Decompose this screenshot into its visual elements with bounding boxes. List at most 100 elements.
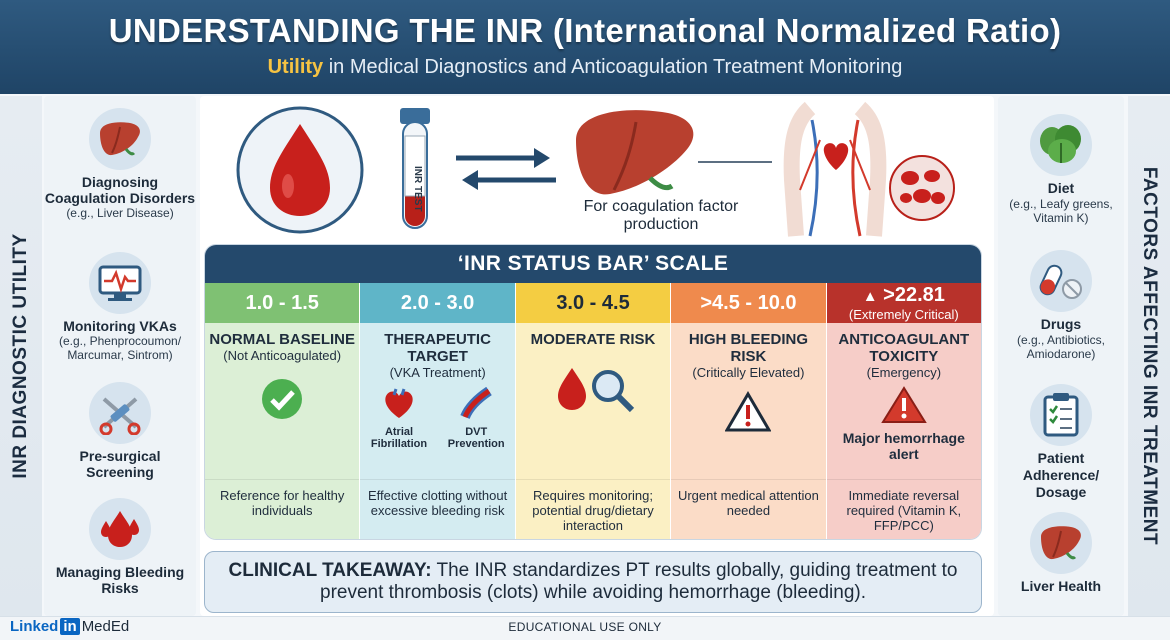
range-label: 2.0 - 3.0 (360, 283, 515, 323)
alert-text: Major hemorrhage alert (842, 430, 965, 462)
status-footnote: Effective clotting without excessive ble… (360, 479, 515, 539)
check-icon (262, 379, 303, 419)
scale-column-high: >4.5 - 10.0 HIGH BLEEDING RISK (Critical… (671, 283, 827, 539)
left-side-band (0, 96, 42, 616)
range-value: >4.5 - 10.0 (700, 291, 797, 314)
subtitle-accent: Utility (267, 56, 324, 78)
utility-item-sub: (e.g., Liver Disease) (66, 206, 174, 220)
diagnostic-utility-label: INR DIAGNOSTIC UTILITY (10, 233, 31, 479)
utility-item-label: Pre-surgical Screening (79, 448, 161, 480)
page-subtitle: Utility in Medical Diagnostics and Antic… (0, 56, 1170, 79)
warning-icon (724, 391, 773, 432)
range-label: 3.0 - 4.5 (515, 283, 671, 323)
blood-cells-icon (889, 155, 955, 221)
blood-drops-icon (89, 498, 151, 560)
therapeutic-icons: Atrial Fibrillation DVT Prevention (360, 386, 514, 450)
clipboard-icon (1030, 384, 1092, 446)
factor-item-sub: (e.g., Leafy greens, Vitamin K) (1009, 197, 1113, 225)
status-name: HIGH BLEEDING RISK (688, 331, 809, 365)
utility-item-vka: Monitoring VKAs (e.g., Phenprocoumon/ Ma… (44, 252, 196, 362)
status-footnote: Requires monitoring; potential drug/diet… (515, 479, 671, 539)
factors-label: FACTORS AFFECTING INR TREATMENT (1139, 166, 1160, 546)
afib-group: Atrial Fibrillation (364, 387, 434, 450)
range-value: 2.0 - 3.0 (400, 291, 475, 314)
factor-item-adherence: Patient Adherence/ Dosage (998, 384, 1124, 501)
tube-label: INR TEST (412, 166, 423, 212)
page-title: UNDERSTANDING THE INR (International Nor… (108, 12, 1062, 49)
liver-icon (89, 108, 151, 170)
brand-part-a: Linked (10, 618, 59, 635)
utility-item-presurgical: Pre-surgical Screening (44, 382, 196, 480)
status-name: THERAPEUTIC TARGET (384, 331, 491, 365)
scale-column-moderate: 3.0 - 4.5 MODERATE RISK Requires monitor… (515, 283, 672, 539)
clinical-takeaway: CLINICAL TAKEAWAY: The INR standardizes … (204, 551, 982, 613)
brand-part-c: MedEd (81, 618, 130, 635)
header: UNDERSTANDING THE INR (International Nor… (0, 0, 1170, 94)
status-footnote: Reference for healthy individuals (205, 479, 360, 539)
status-qualifier: (Not Anticoagulated) (223, 348, 342, 363)
scale-columns: 1.0 - 1.5 NORMAL BASELINE (Not Anticoagu… (205, 283, 981, 539)
factor-item-label: Drugs (1040, 316, 1082, 332)
status-qualifier: (Critically Elevated) (692, 365, 805, 380)
brand-part-b: in (60, 618, 80, 635)
test-tube-icon (400, 108, 430, 229)
liver-illustration-icon (576, 110, 694, 195)
status-footnote: Immediate reversal required (Vitamin K, … (826, 479, 981, 539)
utility-item-coagulation: Diagnosing Coagulation Disorders (e.g., … (44, 108, 196, 220)
factor-item-label: Liver Health (1020, 578, 1102, 594)
icon-caption: Atrial Fibrillation (370, 426, 428, 450)
scale-column-normal: 1.0 - 1.5 NORMAL BASELINE (Not Anticoagu… (205, 283, 361, 539)
monitor-icon (89, 252, 151, 314)
utility-item-sub: (e.g., Phenprocoumon/ Marcumar, Sintrom) (58, 334, 182, 362)
range-label: 1.0 - 1.5 (205, 283, 360, 323)
status-qualifier: (VKA Treatment) (389, 365, 486, 380)
scale-title: ‘INR STATUS BAR’ SCALE (205, 245, 981, 283)
column-body: NORMAL BASELINE (Not Anticoagulated) (205, 323, 360, 479)
status-footnote: Urgent medical attention needed (671, 479, 826, 539)
factor-item-label: Patient Adherence/ Dosage (1022, 450, 1100, 500)
icon-caption: DVT Prevention (447, 426, 505, 450)
factor-item-liver: Liver Health (998, 512, 1124, 595)
right-side-band (1128, 96, 1170, 616)
subtitle-rest: in Medical Diagnostics and Anticoagulati… (323, 56, 903, 78)
brand-logo: Linked in MedEd (10, 618, 129, 635)
range-label: >4.5 - 10.0 (671, 283, 826, 323)
factor-item-diet: Diet (e.g., Leafy greens, Vitamin K) (998, 114, 1124, 225)
range-label: ▲ >22.81 (Extremely Critical) (826, 283, 981, 323)
surgical-tools-icon (89, 382, 151, 444)
inr-status-scale: ‘INR STATUS BAR’ SCALE 1.0 - 1.5 NORMAL … (204, 244, 982, 540)
siren-warning-icon (881, 386, 927, 423)
factor-item-sub: (e.g., Antibiotics, Amiodarone) (1016, 333, 1106, 361)
status-qualifier: (Emergency) (866, 365, 942, 380)
exchange-arrows-icon (456, 148, 556, 190)
liver-icon (1030, 512, 1092, 574)
status-name: MODERATE RISK (530, 331, 656, 348)
factor-item-drugs: Drugs (e.g., Antibiotics, Amiodarone) (998, 250, 1124, 361)
status-name: NORMAL BASELINE (209, 331, 355, 348)
column-body: ANTICOAGULANT TOXICITY (Emergency) Major… (826, 323, 981, 479)
status-name: ANTICOAGULANT TOXICITY (838, 331, 970, 365)
dvt-group: DVT Prevention (441, 386, 511, 450)
column-body: THERAPEUTIC TARGET (VKA Treatment) Atria… (360, 323, 515, 479)
takeaway-text: The INR standardizes PT results globally… (320, 560, 958, 603)
column-body: MODERATE RISK (515, 323, 671, 479)
blood-drop-circle (236, 106, 364, 234)
drop-magnifier-icon (558, 368, 635, 413)
utility-item-label: Monitoring VKAs (63, 318, 177, 334)
takeaway-keyword: CLINICAL TAKEAWAY: (228, 560, 432, 581)
circulatory-system-icon (783, 101, 887, 237)
illustration-row: INR TEST (236, 101, 955, 237)
scale-column-toxicity: ▲ >22.81 (Extremely Critical) ANTICOAGUL… (826, 283, 981, 539)
liver-caption: For coagulation factor production (583, 198, 739, 233)
footer (0, 616, 1170, 640)
range-value: ▲ >22.81 (863, 284, 945, 307)
educational-note: EDUCATIONAL USE ONLY (508, 620, 662, 634)
vein-icon (460, 386, 493, 420)
siren-icon: ▲ (862, 288, 878, 305)
range-value: 3.0 - 4.5 (556, 291, 630, 314)
range-value-text: >22.81 (883, 284, 945, 306)
utility-item-label: Managing Bleeding Risks (55, 564, 185, 596)
column-body: HIGH BLEEDING RISK (Critically Elevated) (671, 323, 826, 479)
heart-icon (385, 388, 413, 418)
